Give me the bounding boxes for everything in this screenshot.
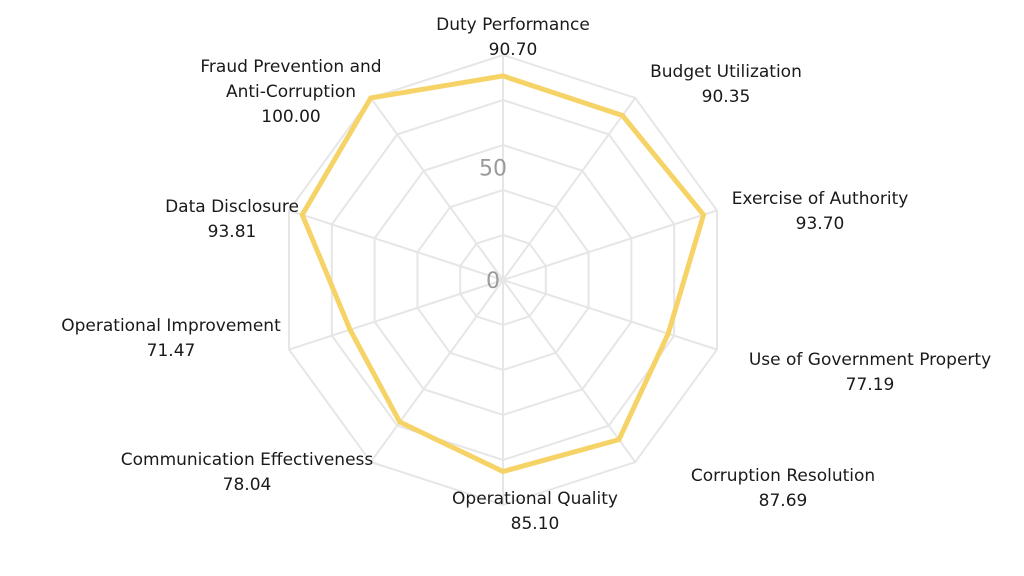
category-label-8: Operational Improvement 71.47 xyxy=(61,316,281,361)
grid-spoke-9 xyxy=(288,209,504,281)
data-point-6 xyxy=(500,468,506,474)
category-name: Data Disclosure xyxy=(165,197,299,217)
grid-spoke-4 xyxy=(502,279,718,351)
data-point-8 xyxy=(347,327,353,333)
category-label-1: Duty Performance 90.70 xyxy=(436,15,590,60)
grid-spoke-8 xyxy=(288,279,504,351)
category-label-5: Corruption Resolution 87.69 xyxy=(691,466,875,511)
grid-spoke-7 xyxy=(369,279,504,463)
category-name: Budget Utilization xyxy=(650,62,802,82)
category-label-7: Communication Effectiveness 78.04 xyxy=(121,450,374,495)
data-label: 77.19 xyxy=(846,375,895,395)
data-label: 90.35 xyxy=(702,87,751,107)
category-label-10: Fraud Prevention and Anti-Corruption 100.0… xyxy=(200,57,381,127)
data-label: 87.69 xyxy=(759,491,808,511)
category-label-9: Data Disclosure 93.81 xyxy=(165,197,299,242)
grid-spoke-5 xyxy=(502,279,637,463)
category-label-3: Exercise of Authority 93.70 xyxy=(732,189,909,234)
radar-series xyxy=(299,73,707,474)
category-name: Communication Effectiveness xyxy=(121,450,374,470)
data-label: 93.70 xyxy=(796,214,845,234)
radial-tick-labels: 0 50 xyxy=(479,157,507,295)
category-name: Operational Improvement xyxy=(61,316,281,336)
category-labels: Duty Performance 90.70 Budget Utilization 9… xyxy=(61,15,991,534)
category-name: Use of Government Property xyxy=(749,350,991,370)
data-point-1 xyxy=(500,73,506,79)
data-label: 90.70 xyxy=(489,40,538,60)
grid-spoke-3 xyxy=(502,209,718,281)
category-label-6: Operational Quality 85.10 xyxy=(452,489,618,534)
data-point-3 xyxy=(701,212,707,218)
data-label: 71.47 xyxy=(147,341,196,361)
data-point-9 xyxy=(299,212,305,218)
category-name: Fraud Prevention and Anti-Corruption xyxy=(200,57,381,102)
radial-tick-label: 50 xyxy=(479,157,507,182)
radial-tick-label: 0 xyxy=(486,269,500,294)
category-name: Duty Performance xyxy=(436,15,590,35)
grid-spoke-10 xyxy=(369,97,504,281)
data-label: 85.10 xyxy=(511,514,560,534)
data-label: 78.04 xyxy=(223,475,272,495)
radar-grid xyxy=(288,53,718,507)
category-label-2: Budget Utilization 90.35 xyxy=(650,62,802,107)
data-point-7 xyxy=(397,419,403,425)
data-point-10 xyxy=(368,95,374,101)
data-point-2 xyxy=(619,113,625,119)
data-point-5 xyxy=(616,437,622,443)
category-label-4: Use of Government Property 77.19 xyxy=(749,350,991,395)
data-label: 100.00 xyxy=(261,107,320,127)
category-name: Operational Quality xyxy=(452,489,618,509)
data-point-4 xyxy=(665,331,671,337)
category-name: Corruption Resolution xyxy=(691,466,875,486)
data-label: 93.81 xyxy=(208,222,257,242)
category-name: Exercise of Authority xyxy=(732,189,909,209)
grid-spoke-2 xyxy=(502,97,637,281)
